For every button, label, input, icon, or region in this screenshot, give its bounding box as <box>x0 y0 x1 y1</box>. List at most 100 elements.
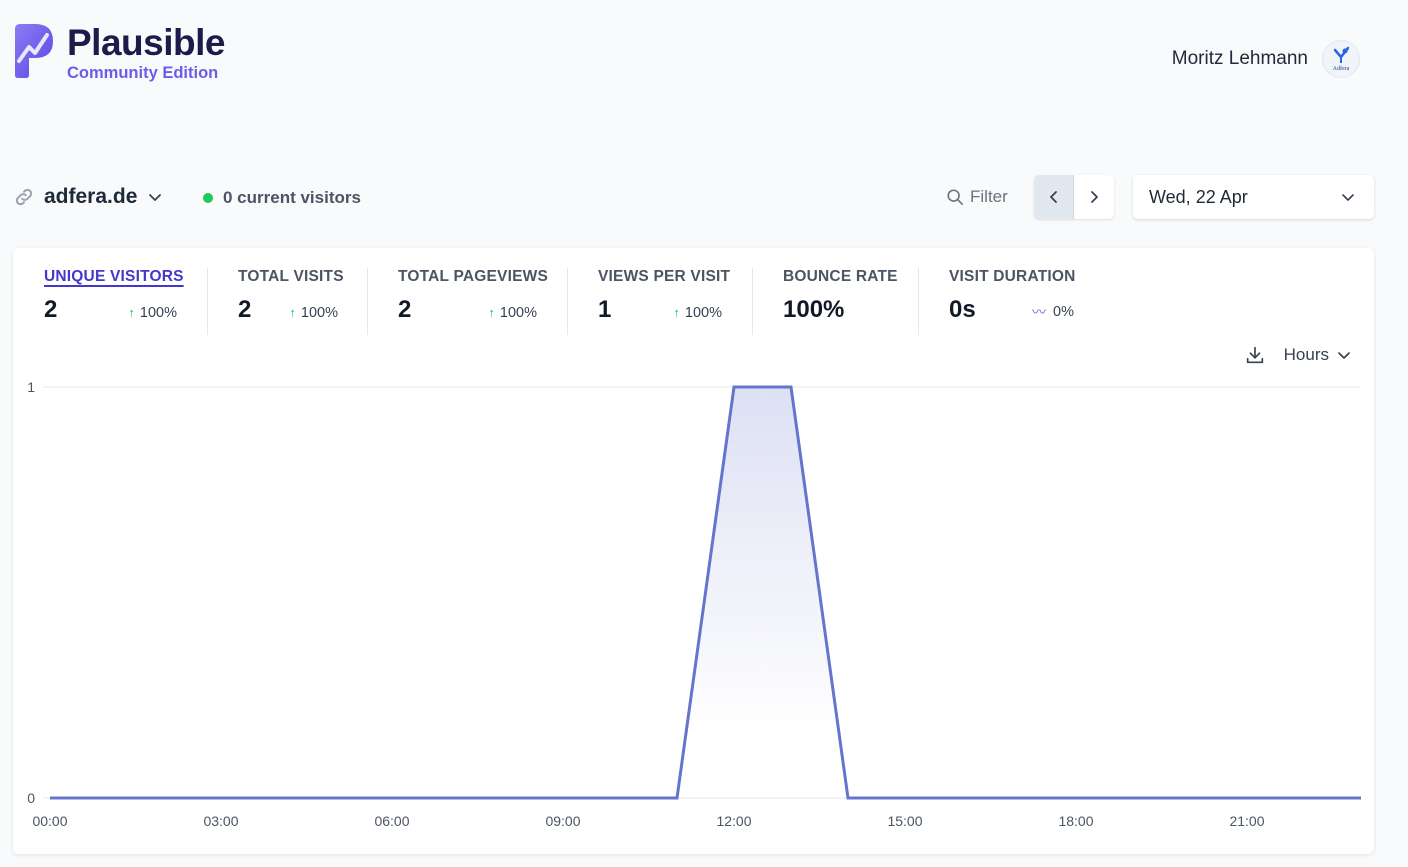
chart-point[interactable] <box>1013 792 1025 804</box>
y-tick-label: 0 <box>27 790 35 806</box>
arrow-up-icon: ↑ <box>128 305 135 320</box>
chart-point[interactable] <box>1355 792 1367 804</box>
previous-period-button[interactable] <box>1034 175 1074 219</box>
avatar[interactable]: Adfera <box>1322 40 1360 78</box>
chart-point[interactable] <box>386 792 398 804</box>
chart-point[interactable] <box>1070 792 1082 804</box>
x-tick-label: 15:00 <box>887 813 922 829</box>
date-range-label: Wed, 22 Apr <box>1149 186 1248 207</box>
current-visitors[interactable]: 0 current visitors <box>203 188 361 208</box>
chart-point[interactable] <box>101 792 113 804</box>
x-tick-label: 21:00 <box>1229 813 1264 829</box>
x-tick-label: 00:00 <box>32 813 67 829</box>
metric-label: BOUNCE RATE <box>783 268 898 285</box>
metric-views-per-visit[interactable]: VIEWS PER VISIT 1 ↑ 100% <box>567 268 752 335</box>
metric-label: VISIT DURATION <box>949 268 1076 285</box>
metric-value: 1 <box>598 296 612 323</box>
chart-point[interactable] <box>44 792 56 804</box>
chart-point[interactable] <box>1241 792 1253 804</box>
y-tick-label: 1 <box>27 379 35 395</box>
chevron-down-icon <box>149 194 162 201</box>
chart-point[interactable] <box>329 792 341 804</box>
search-icon <box>947 189 964 206</box>
dashboard-toolbar: adfera.de 0 current visitors Filter Wed,… <box>13 175 1374 219</box>
chart-point[interactable] <box>842 792 854 804</box>
chart-point[interactable] <box>500 792 512 804</box>
chart-series-line <box>50 385 1361 800</box>
plausible-logo[interactable]: Plausible Community Edition <box>13 23 225 83</box>
chart-point[interactable] <box>557 792 569 804</box>
metric-value: 2 <box>44 296 58 323</box>
arrow-up-icon: ↑ <box>673 305 680 320</box>
x-tick-label: 06:00 <box>374 813 409 829</box>
live-status-dot <box>203 193 213 203</box>
download-icon[interactable] <box>1244 344 1266 366</box>
no-change-icon: 〰 <box>1032 304 1047 320</box>
chart-point[interactable] <box>443 792 455 804</box>
metric-value: 2 <box>398 296 412 323</box>
metric-change: ↑ 100% <box>673 305 722 321</box>
next-period-button[interactable] <box>1074 175 1114 219</box>
user-name: Moritz Lehmann <box>1171 48 1308 69</box>
visitors-chart: 00:00 03:00 06:00 09:00 12:00 15:00 18:00 21:00… <box>27 379 1367 829</box>
site-switcher[interactable]: adfera.de <box>13 185 163 209</box>
interval-selector[interactable]: Hours <box>1284 345 1351 365</box>
chart-point[interactable] <box>272 792 284 804</box>
metric-change: ↑ 100% <box>289 305 338 321</box>
chart-point[interactable] <box>1298 792 1310 804</box>
metric-value: 2 <box>238 296 252 323</box>
chart-point[interactable] <box>215 792 227 804</box>
date-range-picker[interactable]: Wed, 22 Apr <box>1133 175 1374 219</box>
site-domain: adfera.de <box>44 185 138 208</box>
chart-point[interactable] <box>785 381 797 393</box>
metric-change-value: 0% <box>1053 304 1074 320</box>
stats-card: 00:00 03:00 06:00 09:00 12:00 15:00 18:00 21:00… <box>13 248 1374 854</box>
avatar-logo-icon: Adfera <box>1333 46 1350 72</box>
x-tick-label: 03:00 <box>203 813 238 829</box>
chart-point[interactable] <box>956 792 968 804</box>
arrow-up-icon: ↑ <box>488 305 495 320</box>
plausible-logo-icon <box>15 24 53 78</box>
metric-label: VIEWS PER VISIT <box>598 268 731 285</box>
metric-change-value: 100% <box>499 304 537 321</box>
chart-point[interactable] <box>1127 792 1139 804</box>
user-menu[interactable]: Moritz Lehmann Adfera <box>1172 40 1360 78</box>
x-tick-label: 09:00 <box>545 813 580 829</box>
chart-point[interactable] <box>728 381 740 393</box>
metric-total-pageviews[interactable]: TOTAL PAGEVIEWS 2 ↑ 100% <box>367 268 567 335</box>
metric-visit-duration[interactable]: VISIT DURATION 0s 〰 0% <box>918 268 1098 335</box>
metric-total-visits[interactable]: TOTAL VISITS 2 ↑ 100% <box>207 268 367 335</box>
chart-point[interactable] <box>1184 792 1196 804</box>
metric-label: UNIQUE VISITORS <box>44 268 184 285</box>
top-stats: UNIQUE VISITORS 2 ↑ 100% TOTAL VISITS 2 ↑… <box>13 268 1098 335</box>
metric-change-value: 100% <box>684 304 722 321</box>
metric-change: ↑ 100% <box>488 305 537 321</box>
brand-edition: Community Edition <box>67 64 219 82</box>
chart-point[interactable] <box>158 792 170 804</box>
chevron-down-icon <box>1338 352 1350 359</box>
chevron-left-icon <box>1049 191 1057 203</box>
interval-label: Hours <box>1283 345 1329 364</box>
arrow-up-icon: ↑ <box>289 305 296 320</box>
filter-button[interactable]: Filter <box>946 187 1008 207</box>
x-tick-label: 18:00 <box>1058 813 1093 829</box>
chevron-down-icon <box>1342 194 1354 201</box>
metric-change: ↑ 100% <box>128 305 177 321</box>
filter-label: Filter <box>970 187 1008 206</box>
metric-label: TOTAL VISITS <box>238 268 344 285</box>
chart-point[interactable] <box>671 792 683 804</box>
brand-name: Plausible <box>67 22 225 63</box>
metric-unique-visitors[interactable]: UNIQUE VISITORS 2 ↑ 100% <box>13 268 207 335</box>
avatar-text: Adfera <box>1333 65 1350 72</box>
chart-controls: Hours <box>1244 344 1351 366</box>
metric-value: 100% <box>783 296 845 323</box>
metric-label: TOTAL PAGEVIEWS <box>398 268 548 285</box>
current-visitors-label: 0 current visitors <box>223 188 361 207</box>
chart-point[interactable] <box>614 792 626 804</box>
chevron-right-icon <box>1091 191 1098 203</box>
link-icon <box>15 188 33 206</box>
chart-point[interactable] <box>899 792 911 804</box>
metric-change: 〰 0% <box>1032 302 1074 322</box>
metric-change-value: 100% <box>300 304 338 321</box>
metric-bounce-rate[interactable]: BOUNCE RATE 100% <box>752 268 918 335</box>
